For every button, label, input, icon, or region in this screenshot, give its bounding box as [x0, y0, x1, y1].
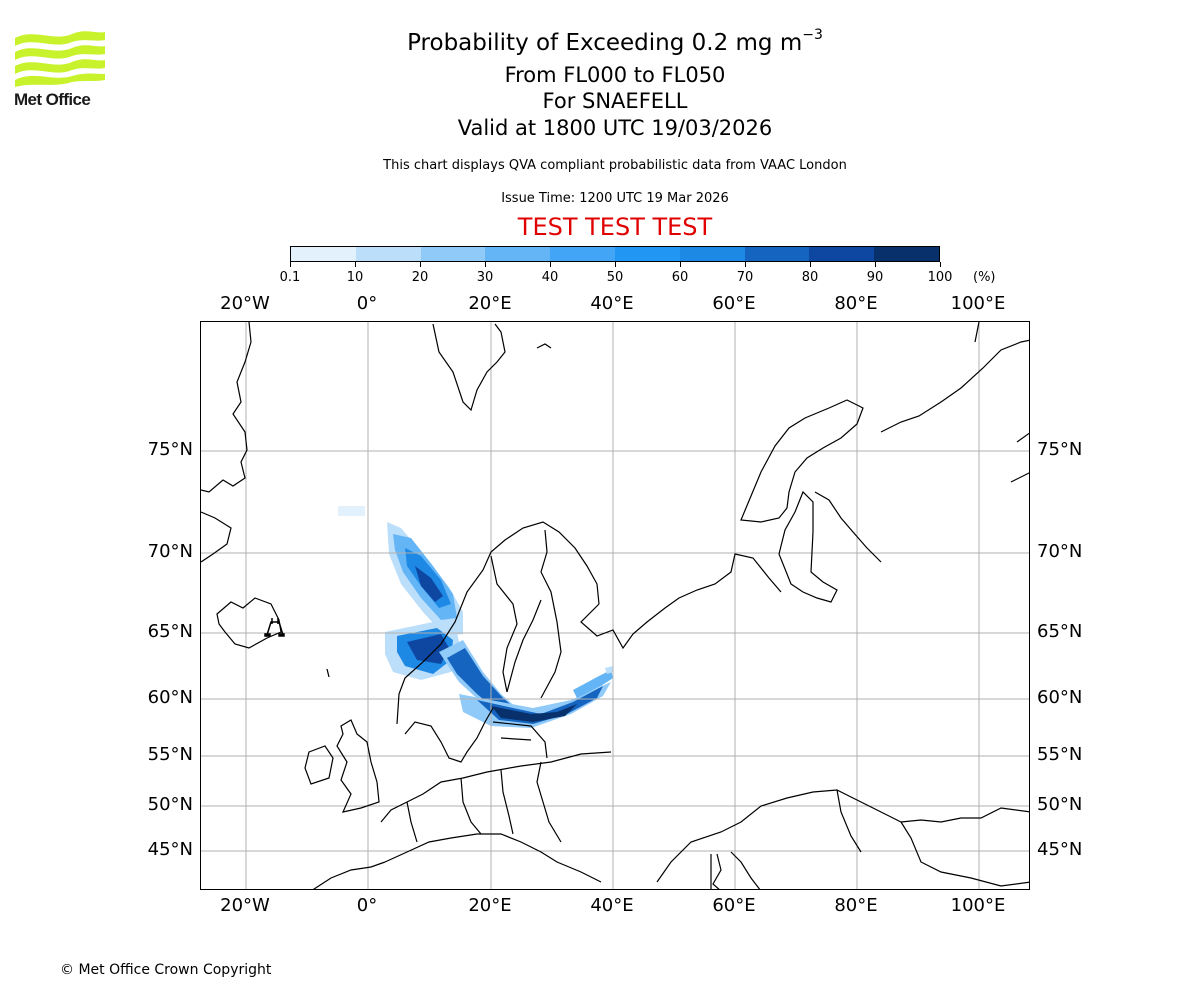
colorbar-tick-label: 40	[541, 270, 559, 285]
colorbar-tick	[484, 262, 486, 267]
lon-label-bottom: 40°E	[590, 895, 634, 916]
title-main: Probability of Exceeding 0.2 mg m	[407, 30, 803, 56]
lat-label-left: 45°N	[147, 839, 193, 860]
met-office-wave-logo-icon	[15, 31, 105, 87]
lon-label-top: 60°E	[712, 293, 756, 314]
colorbar-tick	[289, 262, 291, 267]
lon-label-bottom: 60°E	[712, 895, 756, 916]
lat-label-left: 55°N	[147, 744, 193, 765]
colorbar-segment	[679, 247, 745, 261]
lat-label-left: 65°N	[147, 621, 193, 642]
lat-label-right: 45°N	[1037, 839, 1083, 860]
lon-label-top: 20°E	[468, 293, 512, 314]
colorbar-tick	[549, 262, 551, 267]
lat-label-right: 60°N	[1037, 687, 1083, 708]
lat-label-left: 50°N	[147, 794, 193, 815]
colorbar-segment	[420, 247, 486, 261]
colorbar-unit: (%)	[973, 270, 996, 285]
lat-label-right: 55°N	[1037, 744, 1083, 765]
colorbar-segment	[874, 247, 939, 261]
lon-label-top: 100°E	[950, 293, 1006, 314]
colorbar-segment	[355, 247, 421, 261]
flight-level-range: From FL000 to FL050	[504, 63, 726, 87]
colorbar-tick-label: 100	[927, 270, 953, 285]
colorbar-tick-label: 70	[736, 270, 754, 285]
ash-plume	[338, 506, 613, 728]
lat-label-right: 70°N	[1037, 541, 1083, 562]
colorbar-segment	[291, 247, 356, 261]
colorbar-segment	[550, 247, 615, 261]
colorbar-tick	[939, 262, 941, 267]
lon-label-bottom: 0°	[356, 895, 378, 916]
test-banner: TEST TEST TEST	[517, 213, 713, 241]
copyright-text: © Met Office Crown Copyright	[60, 962, 272, 978]
lon-label-top: 40°E	[590, 293, 634, 314]
chart-title: Probability of Exceeding 0.2 mg m−3	[0, 27, 1200, 56]
colorbar-tick	[419, 262, 421, 267]
title-superscript: −3	[802, 27, 823, 43]
colorbar-tick-label: 80	[801, 270, 819, 285]
colorbar-tick-label: 50	[606, 270, 624, 285]
lon-label-top: 20°W	[220, 293, 270, 314]
colorbar-tick	[744, 262, 746, 267]
volcano-marker-icon	[264, 618, 285, 637]
lat-label-left: 75°N	[147, 439, 193, 460]
graticule	[201, 322, 1029, 889]
colorbar-segment	[809, 247, 875, 261]
colorbar-tick	[874, 262, 876, 267]
lon-label-top: 80°E	[834, 293, 878, 314]
lon-label-bottom: 80°E	[834, 895, 878, 916]
lat-label-right: 65°N	[1037, 621, 1083, 642]
issue-time: Issue Time: 1200 UTC 19 Mar 2026	[501, 191, 729, 206]
map-canvas	[201, 322, 1029, 889]
coastlines	[201, 322, 1029, 889]
colorbar-segment	[744, 247, 810, 261]
map-panel[interactable]	[200, 321, 1030, 890]
colorbar-tick-label: 60	[671, 270, 689, 285]
lon-label-top: 0°	[356, 293, 378, 314]
colorbar	[290, 246, 940, 262]
colorbar-segment	[614, 247, 680, 261]
lat-label-left: 70°N	[147, 541, 193, 562]
colorbar-tick-label: 0.1	[279, 270, 301, 285]
colorbar-tick-label: 10	[346, 270, 364, 285]
colorbar-tick-label: 90	[866, 270, 884, 285]
lat-label-right: 50°N	[1037, 794, 1083, 815]
chart-description: This chart displays QVA compliant probab…	[383, 158, 847, 173]
colorbar-tick	[679, 262, 681, 267]
colorbar-tick	[809, 262, 811, 267]
colorbar-segment	[485, 247, 551, 261]
colorbar-tick-label: 30	[476, 270, 494, 285]
lat-label-left: 60°N	[147, 687, 193, 708]
valid-time: Valid at 1800 UTC 19/03/2026	[457, 116, 773, 140]
logo-text: Met Office	[14, 90, 91, 109]
met-office-logo: Met Office	[14, 30, 106, 112]
volcano-name: For SNAEFELL	[542, 89, 688, 113]
colorbar-tick	[614, 262, 616, 267]
colorbar-tick-label: 20	[411, 270, 429, 285]
lon-label-bottom: 100°E	[950, 895, 1006, 916]
lon-label-bottom: 20°W	[220, 895, 270, 916]
colorbar-tick	[354, 262, 356, 267]
lon-label-bottom: 20°E	[468, 895, 512, 916]
lat-label-right: 75°N	[1037, 439, 1083, 460]
